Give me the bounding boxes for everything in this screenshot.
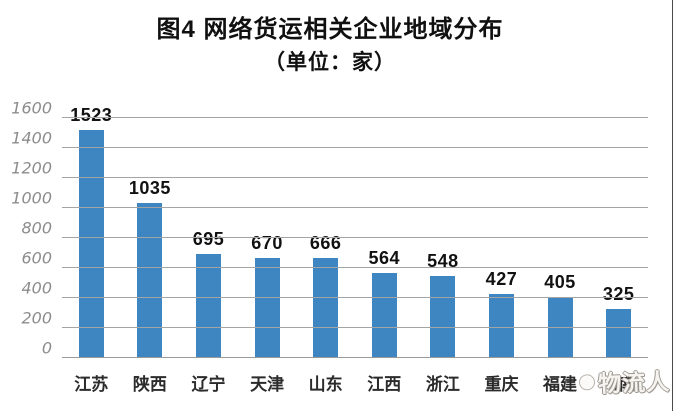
gridline-1000 <box>62 207 648 208</box>
bar-column: 564 江西 <box>355 118 414 394</box>
x-axis-label: 辽宁 <box>191 375 226 394</box>
bar-value-label: 548 <box>427 250 459 271</box>
gridline-600 <box>62 267 648 268</box>
y-tick-label-800: 800 <box>21 218 52 238</box>
bar-column: 666 山东 <box>296 118 355 394</box>
bar-column: 1523 江苏 <box>62 105 121 394</box>
bar-value-label: 695 <box>192 228 225 249</box>
bar-value-label: 670 <box>251 232 283 253</box>
bar <box>137 202 163 358</box>
x-axis-label: 浙江 <box>425 375 460 394</box>
watermark: 物流人 <box>578 362 670 399</box>
bar-value-label: 1523 <box>70 104 113 125</box>
bar-column: 1035 陕西 <box>121 118 180 394</box>
bar <box>78 129 104 358</box>
y-tick-label-1600: 1600 <box>11 98 52 118</box>
x-axis-label: 山东 <box>308 375 343 394</box>
title-block: 图4 网络货运相关企业地域分布 （单位：家） <box>0 14 660 78</box>
gridline-1400 <box>62 147 648 148</box>
watermark-logo-icon <box>578 374 596 391</box>
y-tick-label-600: 600 <box>21 248 52 268</box>
bar <box>606 309 632 358</box>
x-axis-label: 福建 <box>543 375 578 394</box>
y-tick-label-1200: 1200 <box>11 158 52 178</box>
y-tick-label-0: 0 <box>41 338 52 358</box>
x-axis-label: 陕西 <box>132 375 167 394</box>
bar-value-label: 1035 <box>128 177 171 198</box>
bar-column: 427 重庆 <box>472 118 531 394</box>
page-right-edge-line <box>672 0 673 411</box>
chart-title: 图4 网络货运相关企业地域分布 <box>156 16 504 43</box>
bar-column: 548 浙江 <box>414 118 473 394</box>
bar-value-label: 427 <box>485 268 518 289</box>
gridline-0 <box>62 357 648 358</box>
bar <box>254 257 280 358</box>
y-tick-label-400: 400 <box>21 278 52 298</box>
bar <box>371 273 397 358</box>
gridline-800 <box>62 237 648 238</box>
y-tick-label-200: 200 <box>21 308 52 328</box>
y-tick-label-1000: 1000 <box>11 188 52 208</box>
bar-columns: 1523 江苏 1035 陕西 695 辽宁 670 天津 666 山东 564 江西 548 浙江 427… <box>62 105 648 395</box>
plot-area: 1523 江苏 1035 陕西 695 辽宁 670 天津 666 山东 564 江西 548 浙江 427… <box>62 105 648 395</box>
x-axis-label: 天津 <box>250 375 285 394</box>
gridline-1600 <box>62 117 648 118</box>
bar-column: 325 海南 <box>589 118 648 394</box>
x-axis-label: 海南 <box>601 375 636 394</box>
bar <box>313 258 339 358</box>
x-axis-label: 重庆 <box>484 375 519 394</box>
y-tick-label-1400: 1400 <box>11 128 52 148</box>
bar-value-label: 405 <box>544 272 576 293</box>
gridline-200 <box>62 327 648 328</box>
bar-value-label: 666 <box>309 233 342 254</box>
bar-column: 670 天津 <box>238 118 297 395</box>
bar <box>430 275 456 358</box>
gridline-400 <box>62 297 648 298</box>
bar-value-label: 325 <box>602 284 635 305</box>
bar-column: 405 福建 <box>531 118 590 394</box>
bar-value-label: 564 <box>368 248 401 269</box>
gridline-1200 <box>62 177 648 178</box>
x-axis-label: 江苏 <box>74 375 109 394</box>
bar-column: 695 辽宁 <box>179 118 238 394</box>
bar <box>488 293 514 358</box>
x-axis-label: 江西 <box>367 375 402 394</box>
chart-subtitle: （单位：家） <box>264 51 396 74</box>
y-axis: 0 200 400 600 800 1000 1200 1400 1600 <box>0 99 54 358</box>
bar <box>195 253 221 358</box>
watermark-text: 物流人 <box>597 368 671 397</box>
